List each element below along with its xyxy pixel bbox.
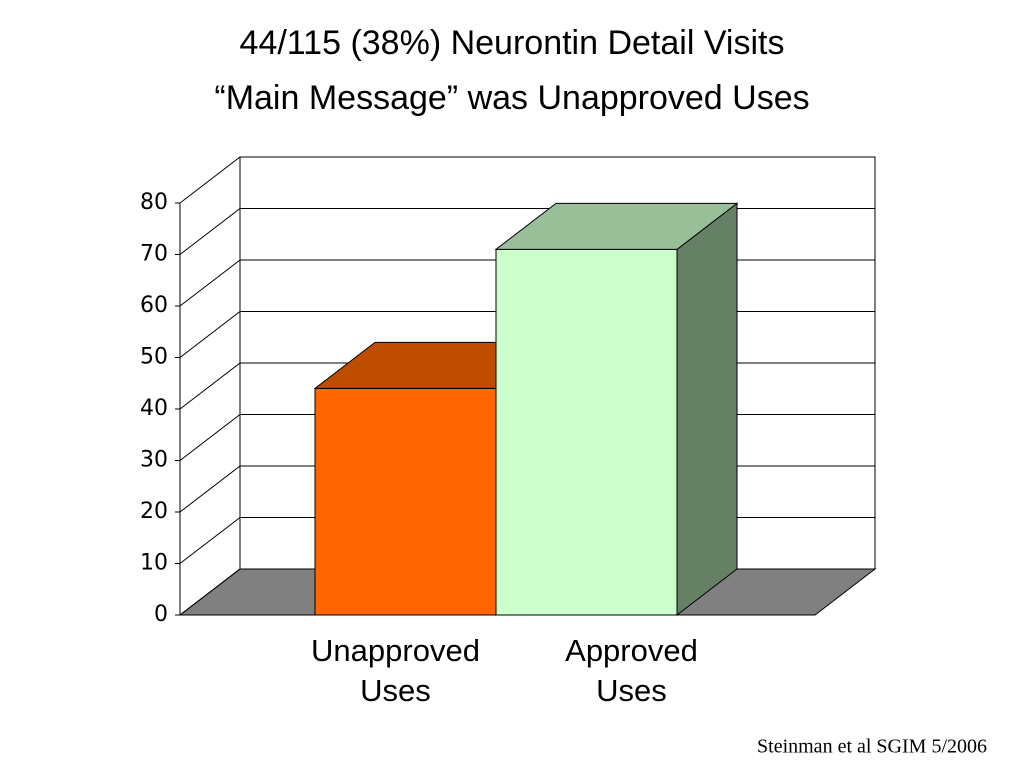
y-tick-label: 10	[140, 551, 168, 576]
y-tick-label: 50	[140, 345, 168, 370]
y-tick-label: 40	[140, 396, 168, 421]
grid-line	[179, 156, 875, 204]
y-tick-label: 60	[140, 293, 168, 318]
chart-subtitle: “Main Message” was Unapproved Uses	[214, 79, 809, 117]
y-tick-label: 30	[140, 448, 168, 473]
chart-title: 44/115 (38%) Neurontin Detail Visits	[240, 24, 785, 62]
bar-top	[494, 202, 739, 250]
source-note: Steinman et al SGIM 5/2006	[757, 736, 987, 758]
y-tick-label: 20	[140, 499, 168, 524]
y-tick-label: 0	[154, 602, 168, 627]
y-tick-label: 80	[140, 190, 168, 215]
bar-side	[676, 202, 738, 617]
x-tick-label: Approved Uses	[565, 633, 698, 708]
x-tick-label: Unapproved Uses	[311, 633, 480, 708]
y-tick-label: 70	[140, 242, 168, 267]
bar	[495, 248, 678, 616]
bar	[314, 387, 497, 616]
